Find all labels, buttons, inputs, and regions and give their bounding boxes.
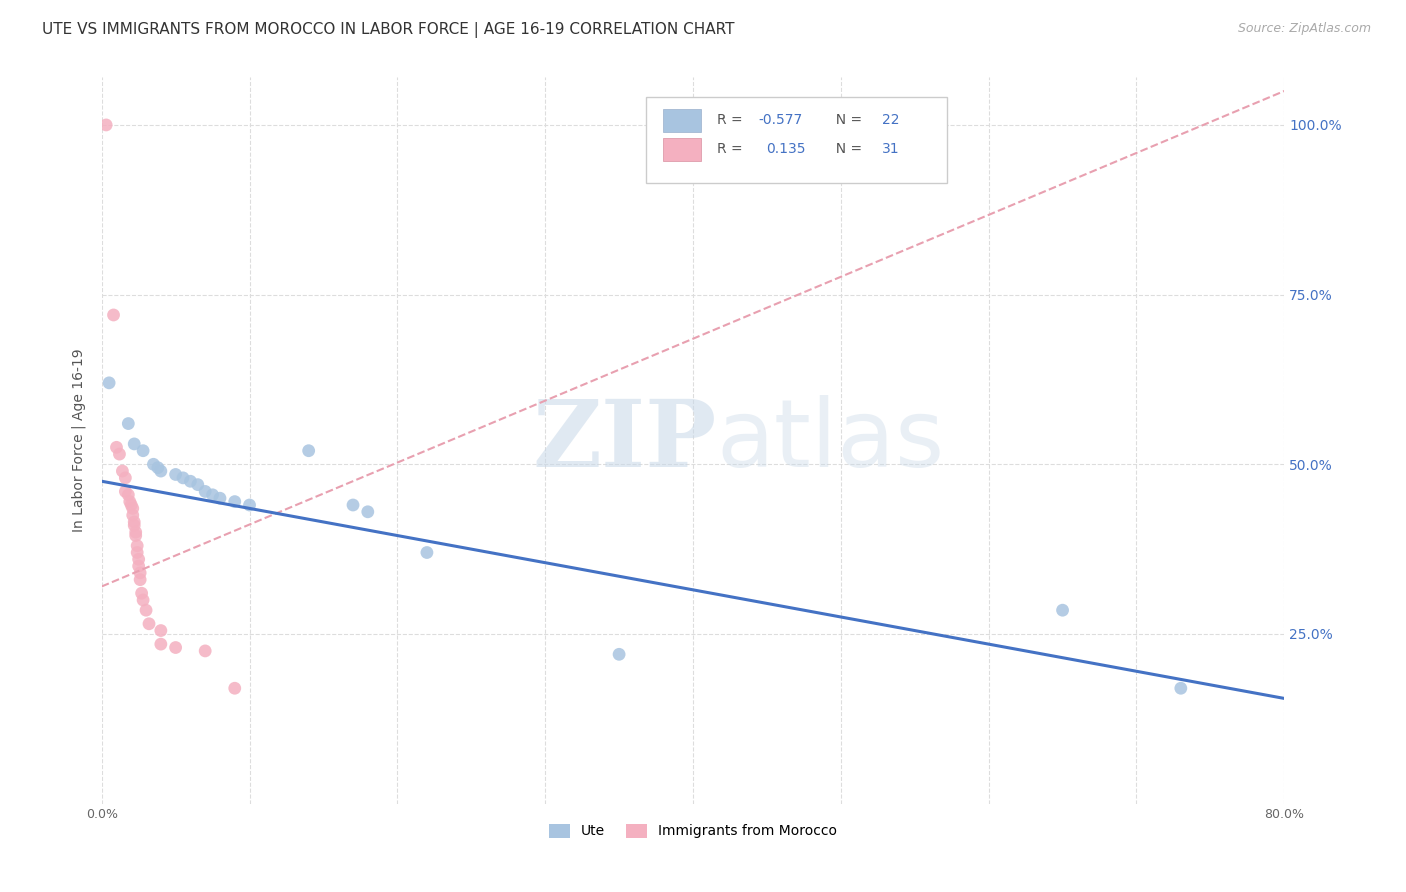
Text: -0.577: -0.577 — [758, 113, 803, 128]
Point — [122, 515, 145, 529]
Point — [357, 505, 380, 519]
Point — [1052, 603, 1074, 617]
Text: 31: 31 — [882, 143, 900, 156]
Point — [146, 460, 169, 475]
Point — [149, 464, 172, 478]
Point — [416, 545, 439, 559]
Point — [122, 437, 145, 451]
Point — [121, 501, 143, 516]
Text: Source: ZipAtlas.com: Source: ZipAtlas.com — [1237, 22, 1371, 36]
Point — [128, 552, 150, 566]
Point — [129, 573, 152, 587]
Point — [105, 440, 128, 454]
Point — [224, 494, 246, 508]
Point — [1170, 681, 1192, 696]
Point — [238, 498, 260, 512]
Text: ZIP: ZIP — [533, 395, 717, 485]
Point — [120, 498, 142, 512]
Point — [194, 484, 217, 499]
Point — [165, 467, 187, 482]
Y-axis label: In Labor Force | Age 16-19: In Labor Force | Age 16-19 — [72, 349, 86, 533]
Point — [179, 475, 201, 489]
Point — [117, 417, 139, 431]
Point — [165, 640, 187, 655]
Point — [103, 308, 125, 322]
Point — [131, 586, 153, 600]
Legend: Ute, Immigrants from Morocco: Ute, Immigrants from Morocco — [544, 818, 842, 844]
Point — [125, 528, 148, 542]
Point — [98, 376, 121, 390]
Point — [135, 603, 157, 617]
Point — [127, 545, 149, 559]
Point — [149, 624, 172, 638]
Point — [111, 464, 134, 478]
Point — [94, 118, 117, 132]
Point — [142, 457, 165, 471]
Text: atlas: atlas — [717, 394, 945, 486]
Point — [117, 488, 139, 502]
Text: UTE VS IMMIGRANTS FROM MOROCCO IN LABOR FORCE | AGE 16-19 CORRELATION CHART: UTE VS IMMIGRANTS FROM MOROCCO IN LABOR … — [42, 22, 735, 38]
Point — [607, 648, 630, 662]
Point — [342, 498, 364, 512]
Bar — [664, 137, 702, 161]
Text: R =: R = — [717, 143, 747, 156]
Point — [208, 491, 231, 506]
Point — [121, 508, 143, 523]
Point — [187, 477, 209, 491]
Point — [132, 593, 155, 607]
Text: 22: 22 — [882, 113, 900, 128]
Point — [114, 484, 136, 499]
Text: 0.135: 0.135 — [766, 143, 806, 156]
Text: N =: N = — [827, 143, 866, 156]
Point — [125, 525, 148, 540]
Point — [149, 637, 172, 651]
Point — [201, 488, 224, 502]
Bar — [664, 109, 702, 132]
Point — [298, 443, 321, 458]
Point — [118, 494, 141, 508]
Point — [129, 566, 152, 580]
Point — [224, 681, 246, 696]
Point — [114, 471, 136, 485]
Text: R =: R = — [717, 113, 747, 128]
Point — [108, 447, 131, 461]
Point — [128, 559, 150, 574]
Point — [138, 616, 160, 631]
FancyBboxPatch shape — [645, 97, 948, 183]
Point — [122, 518, 145, 533]
Point — [194, 644, 217, 658]
Point — [132, 443, 155, 458]
Point — [127, 539, 149, 553]
Point — [172, 471, 194, 485]
Text: N =: N = — [827, 113, 866, 128]
